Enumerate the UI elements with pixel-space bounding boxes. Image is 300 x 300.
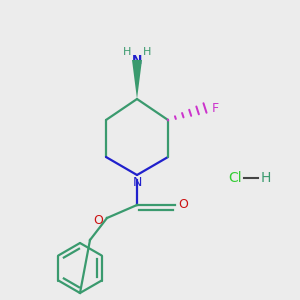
- Text: N: N: [132, 55, 142, 68]
- Text: N: N: [132, 176, 142, 190]
- Text: H: H: [123, 47, 131, 57]
- Text: O: O: [93, 214, 103, 227]
- Text: F: F: [212, 101, 219, 115]
- Text: Cl: Cl: [228, 171, 242, 185]
- Text: H: H: [261, 171, 272, 185]
- Polygon shape: [132, 60, 142, 99]
- Text: O: O: [178, 199, 188, 212]
- Text: H: H: [143, 47, 151, 57]
